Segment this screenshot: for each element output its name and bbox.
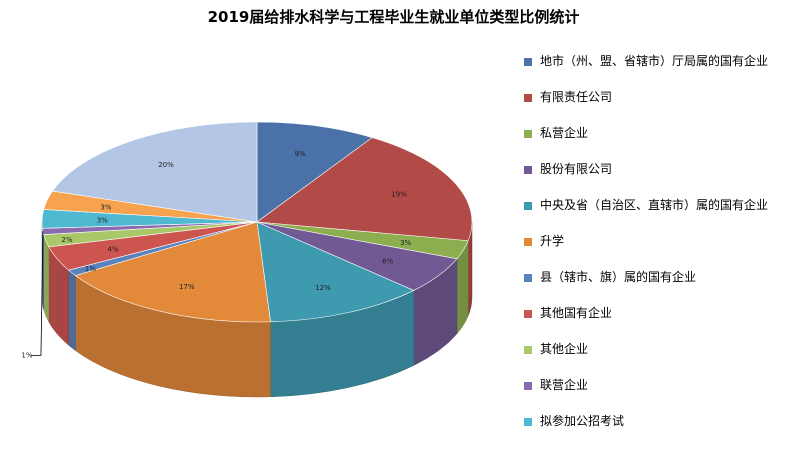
legend-item: 其他企业 xyxy=(524,342,786,357)
legend-swatch xyxy=(524,58,532,66)
pie-slice-0 xyxy=(256,121,373,223)
legend-swatch xyxy=(524,382,532,390)
data-label-10: 3% xyxy=(97,217,108,225)
legend-swatch xyxy=(524,202,532,210)
legend-swatch xyxy=(524,166,532,174)
legend-swatch xyxy=(524,310,532,318)
legend-swatch xyxy=(524,346,532,354)
data-label-6: 1% xyxy=(85,265,96,273)
pie-slice-1 xyxy=(256,137,473,242)
data-label-9: 1% xyxy=(21,351,32,359)
data-label-3: 6% xyxy=(382,258,393,266)
data-label-11: 3% xyxy=(100,203,111,211)
legend-label: 升学 xyxy=(540,234,565,248)
data-label-8: 2% xyxy=(61,236,72,244)
data-label-2: 3% xyxy=(400,239,411,247)
legend-item: 县（辖市、旗）属的国有企业 xyxy=(524,270,786,285)
legend-label: 联营企业 xyxy=(540,378,589,392)
data-label-4: 12% xyxy=(315,284,331,292)
legend-item: 其他国有企业 xyxy=(524,306,786,321)
legend-label: 地市（州、盟、省辖市）厅局属的国有企业 xyxy=(540,54,769,68)
data-label-5: 17% xyxy=(179,283,195,291)
legend-swatch xyxy=(524,130,532,138)
legend-label: 有限责任公司 xyxy=(540,90,613,104)
legend: 地市（州、盟、省辖市）厅局属的国有企业 有限责任公司 私营企业股份有限公司中央及省（… xyxy=(524,54,786,450)
legend-item: 股份有限公司 xyxy=(524,162,786,177)
data-label-7: 4% xyxy=(108,246,119,254)
data-label-0: 9% xyxy=(295,150,306,158)
legend-item: 私营企业 xyxy=(524,126,786,141)
legend-label: 其他国有企业 xyxy=(540,306,613,320)
legend-swatch xyxy=(524,238,532,246)
legend-item: 升学 xyxy=(524,234,786,249)
pie-side-8 xyxy=(43,234,50,322)
pie-side-6 xyxy=(68,269,76,352)
legend-label: 县（辖市、旗）属的国有企业 xyxy=(540,270,697,284)
pie-slice-5 xyxy=(74,221,271,323)
legend-label: 股份有限公司 xyxy=(540,162,613,176)
legend-label: 中央及省（自治区、直辖市）属的国有企业 xyxy=(540,198,769,212)
pie-slice-4 xyxy=(256,221,415,323)
legend-item: 中央及省（自治区、直辖市）属的国有企业 xyxy=(524,198,786,213)
legend-item: 地市（州、盟、省辖市）厅局属的国有企业 xyxy=(524,54,786,69)
chart-title: 2019届给排水科学与工程毕业生就业单位类型比例统计 xyxy=(207,8,580,26)
legend-swatch xyxy=(524,274,532,282)
legend-item: 拟参加公招考试 xyxy=(524,414,786,429)
data-label-1: 19% xyxy=(391,190,407,198)
legend-swatch xyxy=(524,94,532,102)
legend-label: 拟参加公招考试 xyxy=(540,414,625,428)
legend-label: 其他企业 xyxy=(540,342,589,356)
leader-line-9 xyxy=(30,231,44,356)
data-label-12: 20% xyxy=(158,161,174,169)
legend-item: 联营企业 xyxy=(524,378,786,393)
legend-swatch xyxy=(524,418,532,426)
pie-slice-12 xyxy=(51,121,258,223)
legend-item: 有限责任公司 xyxy=(524,90,786,105)
legend-label: 私营企业 xyxy=(540,126,589,140)
